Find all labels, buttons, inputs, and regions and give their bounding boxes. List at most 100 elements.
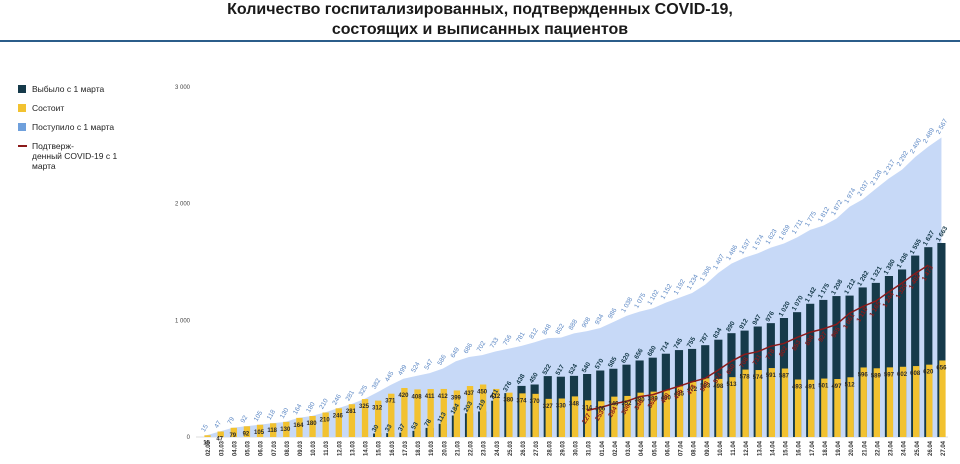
discharged-label-04.04: 656 xyxy=(633,347,645,360)
admitted-label-30.03: 888 xyxy=(568,318,580,331)
current-label-07.03: 118 xyxy=(267,428,277,434)
title-divider xyxy=(0,40,960,42)
admitted-label-17.03: 499 xyxy=(397,364,409,377)
discharged-label-03.04: 620 xyxy=(620,351,632,364)
current-label-07.04: 435 xyxy=(674,391,685,397)
confirmed-label-07.04: 435 xyxy=(673,388,685,401)
admitted-label-26.04: 2 489 xyxy=(922,127,936,145)
current-label-27.03: 370 xyxy=(530,399,541,405)
current-bar-05.04 xyxy=(650,391,657,437)
current-label-17.04: 491 xyxy=(805,385,816,391)
current-label-09.03: 164 xyxy=(293,423,304,429)
discharged-label-26.03: 438 xyxy=(515,373,527,386)
current-bar-03.03 xyxy=(217,431,224,437)
confirmed-label-01.04: 253 xyxy=(594,409,606,422)
current-label-08.04: 472 xyxy=(687,387,698,393)
x-tick-label-04.03: 04.03 xyxy=(232,440,238,456)
confirmed-label-19.04: 965 xyxy=(830,326,842,339)
x-tick-label-06.03: 06.03 xyxy=(259,440,265,456)
current-bar-08.04 xyxy=(689,381,697,437)
admitted-label-27.03: 812 xyxy=(528,327,540,340)
current-label-30.03: 348 xyxy=(569,401,580,407)
current-bar-16.04 xyxy=(794,379,802,437)
x-tick-label-11.04: 11.04 xyxy=(731,440,737,455)
x-tick-label-12.04: 12.04 xyxy=(744,440,750,456)
current-label-24.03: 412 xyxy=(490,394,501,400)
legend-swatch-current xyxy=(18,104,26,112)
discharged-bar-23.04 xyxy=(884,276,894,437)
discharged-label-25.03: 376 xyxy=(502,380,514,393)
chart-title: Количество госпитализированных, подтверж… xyxy=(0,0,960,40)
admitted-label-18.03: 524 xyxy=(410,361,422,374)
admitted-label-06.03: 105 xyxy=(253,410,265,423)
admitted-label-02.04: 986 xyxy=(607,307,619,320)
x-tick-label-09.03: 09.03 xyxy=(298,440,304,456)
discharged-label-05.04: 680 xyxy=(646,344,658,357)
confirmed-label-31.03: 227 xyxy=(581,412,593,425)
x-tick-label-23.03: 23.03 xyxy=(482,440,488,456)
x-tick-label-20.04: 20.04 xyxy=(849,440,855,456)
confirmed-label-17.04: 898 xyxy=(804,334,816,347)
admitted-label-10.03: 180 xyxy=(305,401,317,414)
legend-label-confirmed: Подтверж- денный COVID-19 с 1 марта xyxy=(32,141,118,171)
current-label-27.04: 656 xyxy=(936,365,947,371)
admitted-label-11.03: 210 xyxy=(318,397,330,410)
current-bar-21.03 xyxy=(453,390,461,437)
current-label-14.03: 325 xyxy=(359,404,370,410)
x-tick-label-03.03: 03.03 xyxy=(219,440,225,456)
y-tick-label: 1 000 xyxy=(175,318,191,324)
current-label-28.03: 327 xyxy=(543,404,554,410)
confirmed-label-09.04: 503 xyxy=(699,380,711,393)
x-tick-label-29.03: 29.03 xyxy=(560,440,566,456)
current-label-06.04: 400 xyxy=(661,395,672,401)
x-tick-label-22.03: 22.03 xyxy=(469,440,475,456)
legend-label-current: Состоит xyxy=(32,103,65,113)
current-bar-06.04 xyxy=(663,390,671,437)
current-label-10.04: 498 xyxy=(713,384,724,390)
x-tick-label-21.03: 21.03 xyxy=(455,440,461,456)
x-tick-label-08.03: 08.03 xyxy=(285,440,291,456)
discharged-bar-17.04 xyxy=(806,303,815,437)
current-bar-02.04 xyxy=(611,396,618,437)
confirmed-label-14.04: 778 xyxy=(765,348,777,361)
current-bar-02.03 xyxy=(204,435,211,437)
discharged-bar-19.04 xyxy=(832,296,841,437)
x-tick-label-26.03: 26.03 xyxy=(521,440,527,456)
current-bar-07.04 xyxy=(676,386,684,437)
legend-swatch-confirmed xyxy=(18,145,27,147)
confirmed-label-13.04: 731 xyxy=(752,353,764,366)
current-bar-17.03 xyxy=(401,388,408,437)
x-tick-label-11.03: 11.03 xyxy=(324,440,330,455)
current-bar-03.04 xyxy=(624,395,631,437)
admitted-label-04.03: 79 xyxy=(226,416,236,426)
current-bar-10.04 xyxy=(716,378,723,437)
admitted-label-25.04: 2 400 xyxy=(909,137,923,155)
chart-title-line-1: Количество госпитализированных, подтверж… xyxy=(227,1,733,18)
x-tick-label-30.03: 30.03 xyxy=(574,440,580,456)
x-tick-label-18.04: 18.04 xyxy=(823,440,829,456)
current-bar-25.03 xyxy=(506,392,513,437)
current-label-22.03: 437 xyxy=(464,391,475,397)
confirmed-label-04.04: 346 xyxy=(634,398,646,411)
discharged-bar-22.04 xyxy=(871,282,880,437)
current-bar-26.03 xyxy=(519,393,526,437)
admitted-label-20.03: 586 xyxy=(436,353,448,366)
current-bar-27.03 xyxy=(532,393,539,437)
current-label-04.03: 79 xyxy=(229,433,236,439)
admitted-label-14.04: 1 623 xyxy=(765,228,779,246)
discharged-label-24.03: 311 xyxy=(489,388,500,401)
current-bar-10.03 xyxy=(309,416,316,437)
discharged-bar-18.04 xyxy=(819,299,828,437)
chart-legend: Выбыло с 1 марта Состоит Поступило с 1 мар… xyxy=(18,84,148,180)
current-label-09.04: 503 xyxy=(700,383,711,389)
x-tick-label-18.03: 18.03 xyxy=(416,440,422,456)
current-bar-01.04 xyxy=(598,401,605,437)
legend-swatch-admitted_legend xyxy=(18,123,26,131)
current-bar-29.03 xyxy=(558,398,566,437)
admitted-label-19.03: 547 xyxy=(423,358,435,371)
x-tick-label-27.04: 27.04 xyxy=(941,440,947,456)
confirmed-line xyxy=(586,264,929,412)
current-label-03.04: 352 xyxy=(621,401,632,407)
admitted-label-25.03: 756 xyxy=(502,334,514,347)
